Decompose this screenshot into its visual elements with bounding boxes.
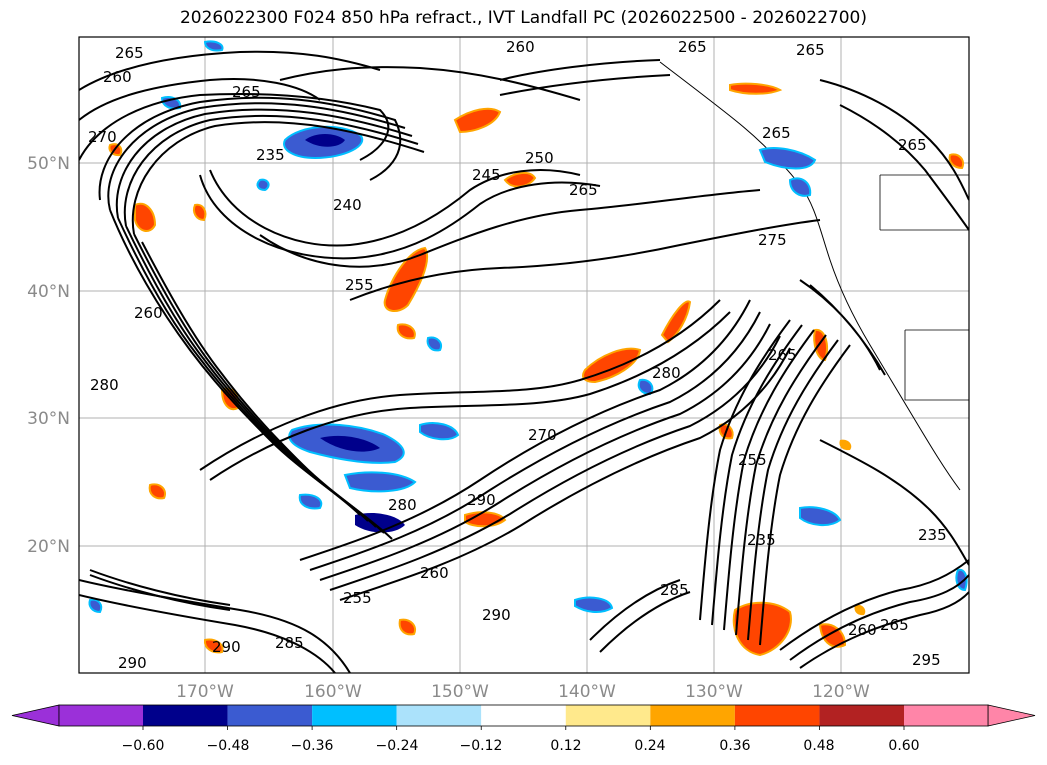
contour-label: 290 bbox=[118, 654, 147, 672]
colorbar-tick-label: 0.48 bbox=[803, 738, 834, 754]
colorbar-segment bbox=[481, 705, 566, 726]
contour-label: 280 bbox=[652, 364, 681, 382]
latitude-labels: 50°N 40°N 30°N 20°N bbox=[27, 154, 70, 557]
contour-label: 235 bbox=[256, 146, 285, 164]
lon-label: 120°W bbox=[812, 682, 870, 702]
lon-label: 140°W bbox=[558, 682, 616, 702]
contour-label: 235 bbox=[918, 526, 947, 544]
contour-label: 295 bbox=[912, 651, 941, 669]
colorbar-extend-high bbox=[987, 704, 1036, 727]
map-title: 2026022300 F024 850 hPa refract., IVT La… bbox=[179, 8, 867, 28]
contour-label: 260 bbox=[506, 38, 535, 56]
lat-label: 50°N bbox=[27, 154, 70, 174]
colorbar-segment bbox=[59, 705, 143, 726]
contour-label: 265 bbox=[678, 38, 707, 56]
colorbar-tick-label: 0.24 bbox=[634, 738, 665, 754]
contour-label: 265 bbox=[762, 124, 791, 142]
coastline bbox=[659, 61, 961, 491]
contour-label: 260 bbox=[848, 621, 877, 639]
contour-label: 290 bbox=[467, 491, 496, 509]
longitude-labels: 170°W 160°W 150°W 140°W 130°W 120°W bbox=[176, 682, 870, 702]
contour-label: 255 bbox=[345, 276, 374, 294]
colorbar-segment bbox=[143, 705, 228, 726]
colorbar-segment bbox=[312, 705, 397, 726]
colorbar-segment bbox=[650, 705, 735, 726]
colorbar-border bbox=[58, 704, 989, 727]
lon-label: 130°W bbox=[685, 682, 743, 702]
colorbar-tick-labels: −0.60 −0.48 −0.36 −0.24 −0.12 0.12 0.24 … bbox=[122, 738, 920, 754]
contour-label: 260 bbox=[103, 68, 132, 86]
colorbar-tick-label: −0.24 bbox=[376, 738, 419, 754]
colorbar-segment bbox=[734, 705, 820, 726]
contour-label: 265 bbox=[796, 41, 825, 59]
colorbar-segment bbox=[396, 705, 482, 726]
contour-label: 255 bbox=[738, 451, 767, 469]
contour-label: 280 bbox=[388, 496, 417, 514]
colorbar-tick-label: 0.12 bbox=[550, 738, 581, 754]
colorbar-tick-label: −0.36 bbox=[291, 738, 334, 754]
contour-label: 280 bbox=[90, 376, 119, 394]
colorbar-segment bbox=[819, 705, 904, 726]
contour-label: 265 bbox=[232, 83, 261, 101]
contour-label: 265 bbox=[115, 44, 144, 62]
contour-label: 255 bbox=[343, 589, 372, 607]
negative-shading bbox=[88, 40, 968, 614]
contour-label: 265 bbox=[880, 616, 909, 634]
contour-label: 260 bbox=[420, 564, 449, 582]
contour-label: 285 bbox=[660, 581, 689, 599]
contour-label: 235 bbox=[747, 531, 776, 549]
contour-label: 265 bbox=[898, 136, 927, 154]
contour-label: 285 bbox=[275, 634, 304, 652]
lat-label: 20°N bbox=[27, 537, 70, 557]
colorbar-tick-label: −0.12 bbox=[460, 738, 503, 754]
lon-label: 170°W bbox=[176, 682, 234, 702]
lat-label: 30°N bbox=[27, 409, 70, 429]
contour-label: 270 bbox=[88, 128, 117, 146]
colorbar-extend-low bbox=[11, 704, 60, 727]
contour-label: 245 bbox=[472, 166, 501, 184]
contour-label: 265 bbox=[569, 181, 598, 199]
colorbar-tick-label: −0.48 bbox=[207, 738, 250, 754]
contour-label: 270 bbox=[528, 426, 557, 444]
colorbar-tick-label: −0.60 bbox=[122, 738, 165, 754]
border-lines bbox=[879, 174, 969, 401]
colorbar-tick-label: 0.60 bbox=[888, 738, 919, 754]
contour-label: 275 bbox=[758, 231, 787, 249]
colorbar-tick-label: 0.36 bbox=[719, 738, 750, 754]
map-border bbox=[78, 36, 970, 674]
contour-labels: 265 260 265 260 265 270 265 235 240 245 … bbox=[88, 38, 947, 672]
contour-label: 265 bbox=[768, 346, 797, 364]
contour-label: 250 bbox=[525, 149, 554, 167]
colorbar-segment bbox=[227, 705, 313, 726]
lon-label: 160°W bbox=[304, 682, 362, 702]
lon-label: 150°W bbox=[431, 682, 489, 702]
colorbar bbox=[11, 704, 1036, 730]
graticule bbox=[79, 37, 969, 673]
colorbar-segment bbox=[565, 705, 651, 726]
contour-label: 260 bbox=[134, 304, 163, 322]
map-area bbox=[79, 37, 969, 673]
contour-lines bbox=[79, 50, 969, 673]
colorbar-segment bbox=[904, 705, 988, 726]
lat-label: 40°N bbox=[27, 282, 70, 302]
contour-label: 290 bbox=[482, 606, 511, 624]
contour-label: 290 bbox=[212, 638, 241, 656]
contour-label: 240 bbox=[333, 196, 362, 214]
